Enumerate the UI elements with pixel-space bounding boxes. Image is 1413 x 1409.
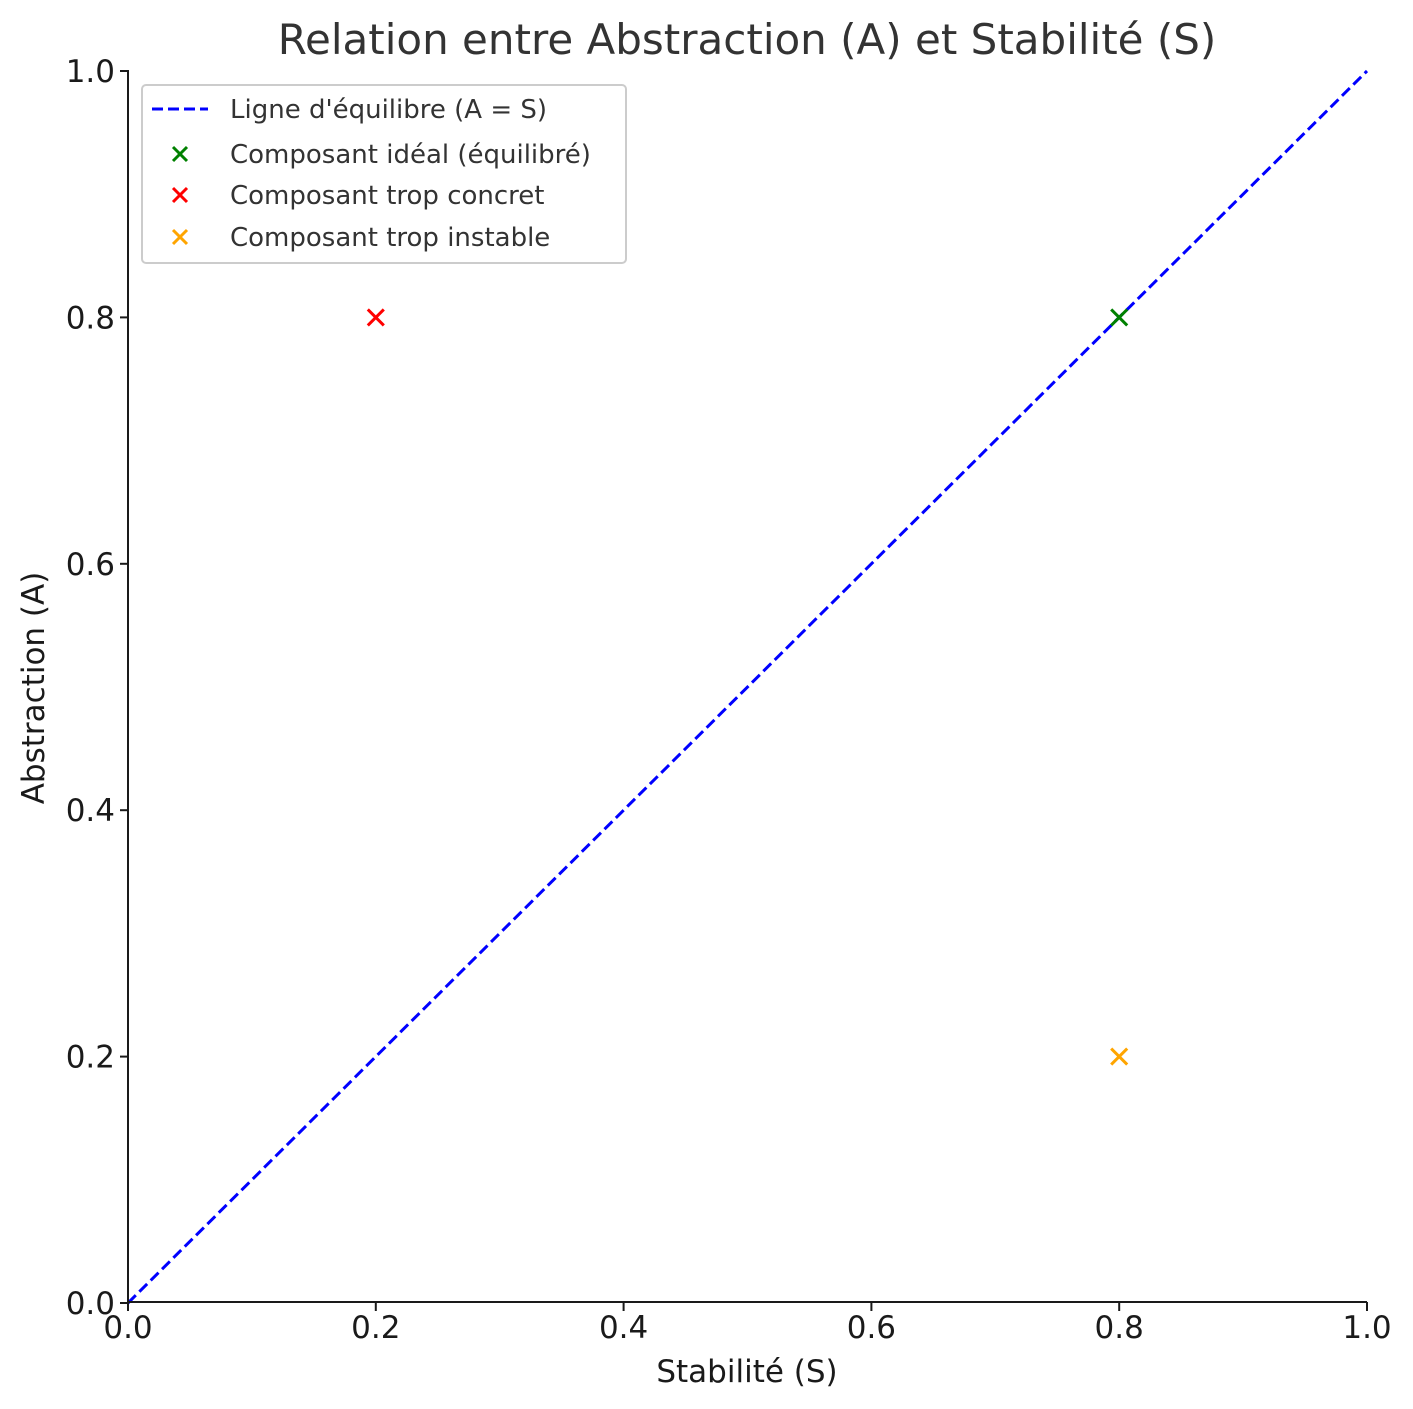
y-axis-label: Abstraction (A) <box>16 572 52 805</box>
y-tick-label: 0.6 <box>66 547 115 583</box>
legend: Ligne d'équilibre (A = S) Composant idéa… <box>141 84 627 264</box>
x-axis-label: Stabilité (S) <box>656 1354 837 1390</box>
axes <box>127 71 1367 1303</box>
legend-item-series-2: Composant trop instable <box>230 223 550 253</box>
y-tick-label: 0.2 <box>66 1040 115 1076</box>
y-ticks: 0.0 0.2 0.4 0.6 0.8 1.0 <box>66 54 129 1322</box>
point-series-2-0 <box>1110 1047 1129 1066</box>
legend-marker-series-2 <box>171 228 189 246</box>
equilibrium-line <box>126 69 1369 1305</box>
point-series-0-0 <box>1110 308 1129 327</box>
legend-item-series-1: Composant trop concret <box>230 181 545 211</box>
x-tick-label: 0.0 <box>103 1310 152 1346</box>
x-tick-label: 0.6 <box>847 1310 896 1346</box>
x-tick-label: 0.8 <box>1095 1310 1144 1346</box>
legend-marker-series-0 <box>171 145 189 163</box>
chart-title: Relation entre Abstraction (A) et Stabil… <box>278 15 1217 64</box>
legend-frame <box>141 84 627 264</box>
x-tick-label: 1.0 <box>1342 1310 1391 1346</box>
legend-item-series-0: Composant idéal (équilibré) <box>230 140 591 170</box>
plot-area <box>126 69 1369 1305</box>
y-tick-label: 1.0 <box>66 54 115 90</box>
y-tick-label: 0.8 <box>66 300 115 336</box>
x-tick-label: 0.4 <box>599 1310 648 1346</box>
point-series-1-0 <box>366 308 385 327</box>
y-tick-label: 0.0 <box>66 1286 115 1322</box>
y-tick-label: 0.4 <box>66 793 115 829</box>
x-ticks: 0.0 0.2 0.4 0.6 0.8 1.0 <box>103 1302 1392 1346</box>
legend-series: Composant idéal (équilibré) Composant tro… <box>171 140 591 253</box>
legend-item-equilibrium-line: Ligne d'équilibre (A = S) <box>230 95 547 125</box>
x-tick-label: 0.2 <box>351 1310 400 1346</box>
legend-marker-series-1 <box>171 186 189 204</box>
